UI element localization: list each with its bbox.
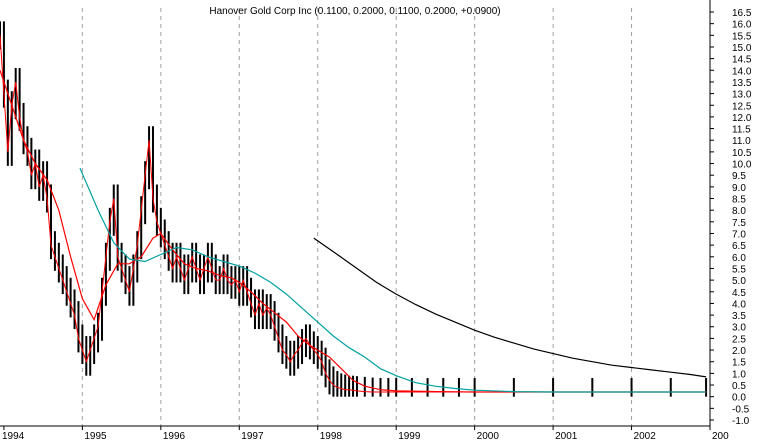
- y-tick-label: 14.5: [732, 55, 752, 66]
- y-tick-label: 8.0: [732, 206, 746, 217]
- y-tick-label: 7.0: [732, 229, 746, 240]
- axes: [0, 0, 711, 427]
- close-price-line: [0, 35, 707, 393]
- x-tick-label: 1998: [320, 431, 343, 442]
- y-tick-label: -0.5: [732, 404, 750, 415]
- y-tick-label: 0.5: [732, 381, 746, 392]
- y-tick-label: 1.0: [732, 369, 746, 380]
- y-tick-label: 16.0: [732, 20, 752, 31]
- y-tick-label: -1.0: [732, 416, 750, 427]
- y-tick-label: 2.0: [732, 346, 746, 357]
- x-tick-label: 1997: [241, 431, 264, 442]
- x-tick-label: 1999: [398, 431, 421, 442]
- chart-title: Hanover Gold Corp Inc (0.1100, 0.2000, 0…: [209, 6, 500, 17]
- y-tick-label: 14.0: [732, 66, 752, 77]
- y-tick-label: 4.5: [732, 288, 746, 299]
- y-tick-label: 5.5: [732, 264, 746, 275]
- y-tick-label: 3.0: [732, 323, 746, 334]
- x-tick-label: 2000: [477, 431, 500, 442]
- y-axis-ticks: 16.516.015.515.014.514.013.513.012.512.0…: [710, 8, 752, 427]
- moving-average-line-1: [0, 70, 707, 393]
- y-tick-label: 9.0: [732, 183, 746, 194]
- x-tick-label: 1996: [163, 431, 186, 442]
- y-tick-label: 15.5: [732, 31, 752, 42]
- moving-average-line-3: [313, 237, 707, 378]
- y-tick-label: 11.0: [732, 136, 751, 147]
- y-tick-label: 6.0: [732, 253, 746, 264]
- y-tick-label: 10.0: [732, 160, 752, 171]
- x-tick-label: 200: [712, 431, 729, 442]
- series-layer: [0, 21, 708, 397]
- x-tick-label: 1994: [2, 431, 25, 442]
- y-tick-label: 5.0: [732, 276, 746, 287]
- x-axis-ticks: 1994 1995 1996 1997 1998 1999 2000 2001 2002 200: [2, 426, 729, 442]
- y-tick-label: 11.5: [732, 125, 751, 136]
- y-tick-label: 9.5: [732, 171, 746, 182]
- y-tick-label: 16.5: [732, 8, 752, 19]
- moving-average-line-2: [79, 167, 707, 393]
- y-tick-label: 13.0: [732, 90, 752, 101]
- y-tick-label: 2.5: [732, 334, 746, 345]
- y-tick-label: 0.0: [732, 393, 746, 404]
- y-tick-label: 10.5: [732, 148, 752, 159]
- y-tick-label: 8.5: [732, 195, 746, 206]
- y-tick-label: 12.5: [732, 101, 752, 112]
- y-tick-label: 13.5: [732, 78, 752, 89]
- y-tick-label: 1.5: [732, 358, 746, 369]
- x-tick-label: 1995: [84, 431, 107, 442]
- x-tick-label: 2002: [634, 431, 657, 442]
- y-tick-label: 12.0: [732, 113, 752, 124]
- y-tick-label: 6.5: [732, 241, 746, 252]
- x-tick-label: 2001: [555, 431, 578, 442]
- y-tick-label: 15.0: [732, 43, 752, 54]
- y-tick-label: 3.5: [732, 311, 746, 322]
- y-tick-label: 7.5: [732, 218, 746, 229]
- y-tick-label: 4.0: [732, 299, 746, 310]
